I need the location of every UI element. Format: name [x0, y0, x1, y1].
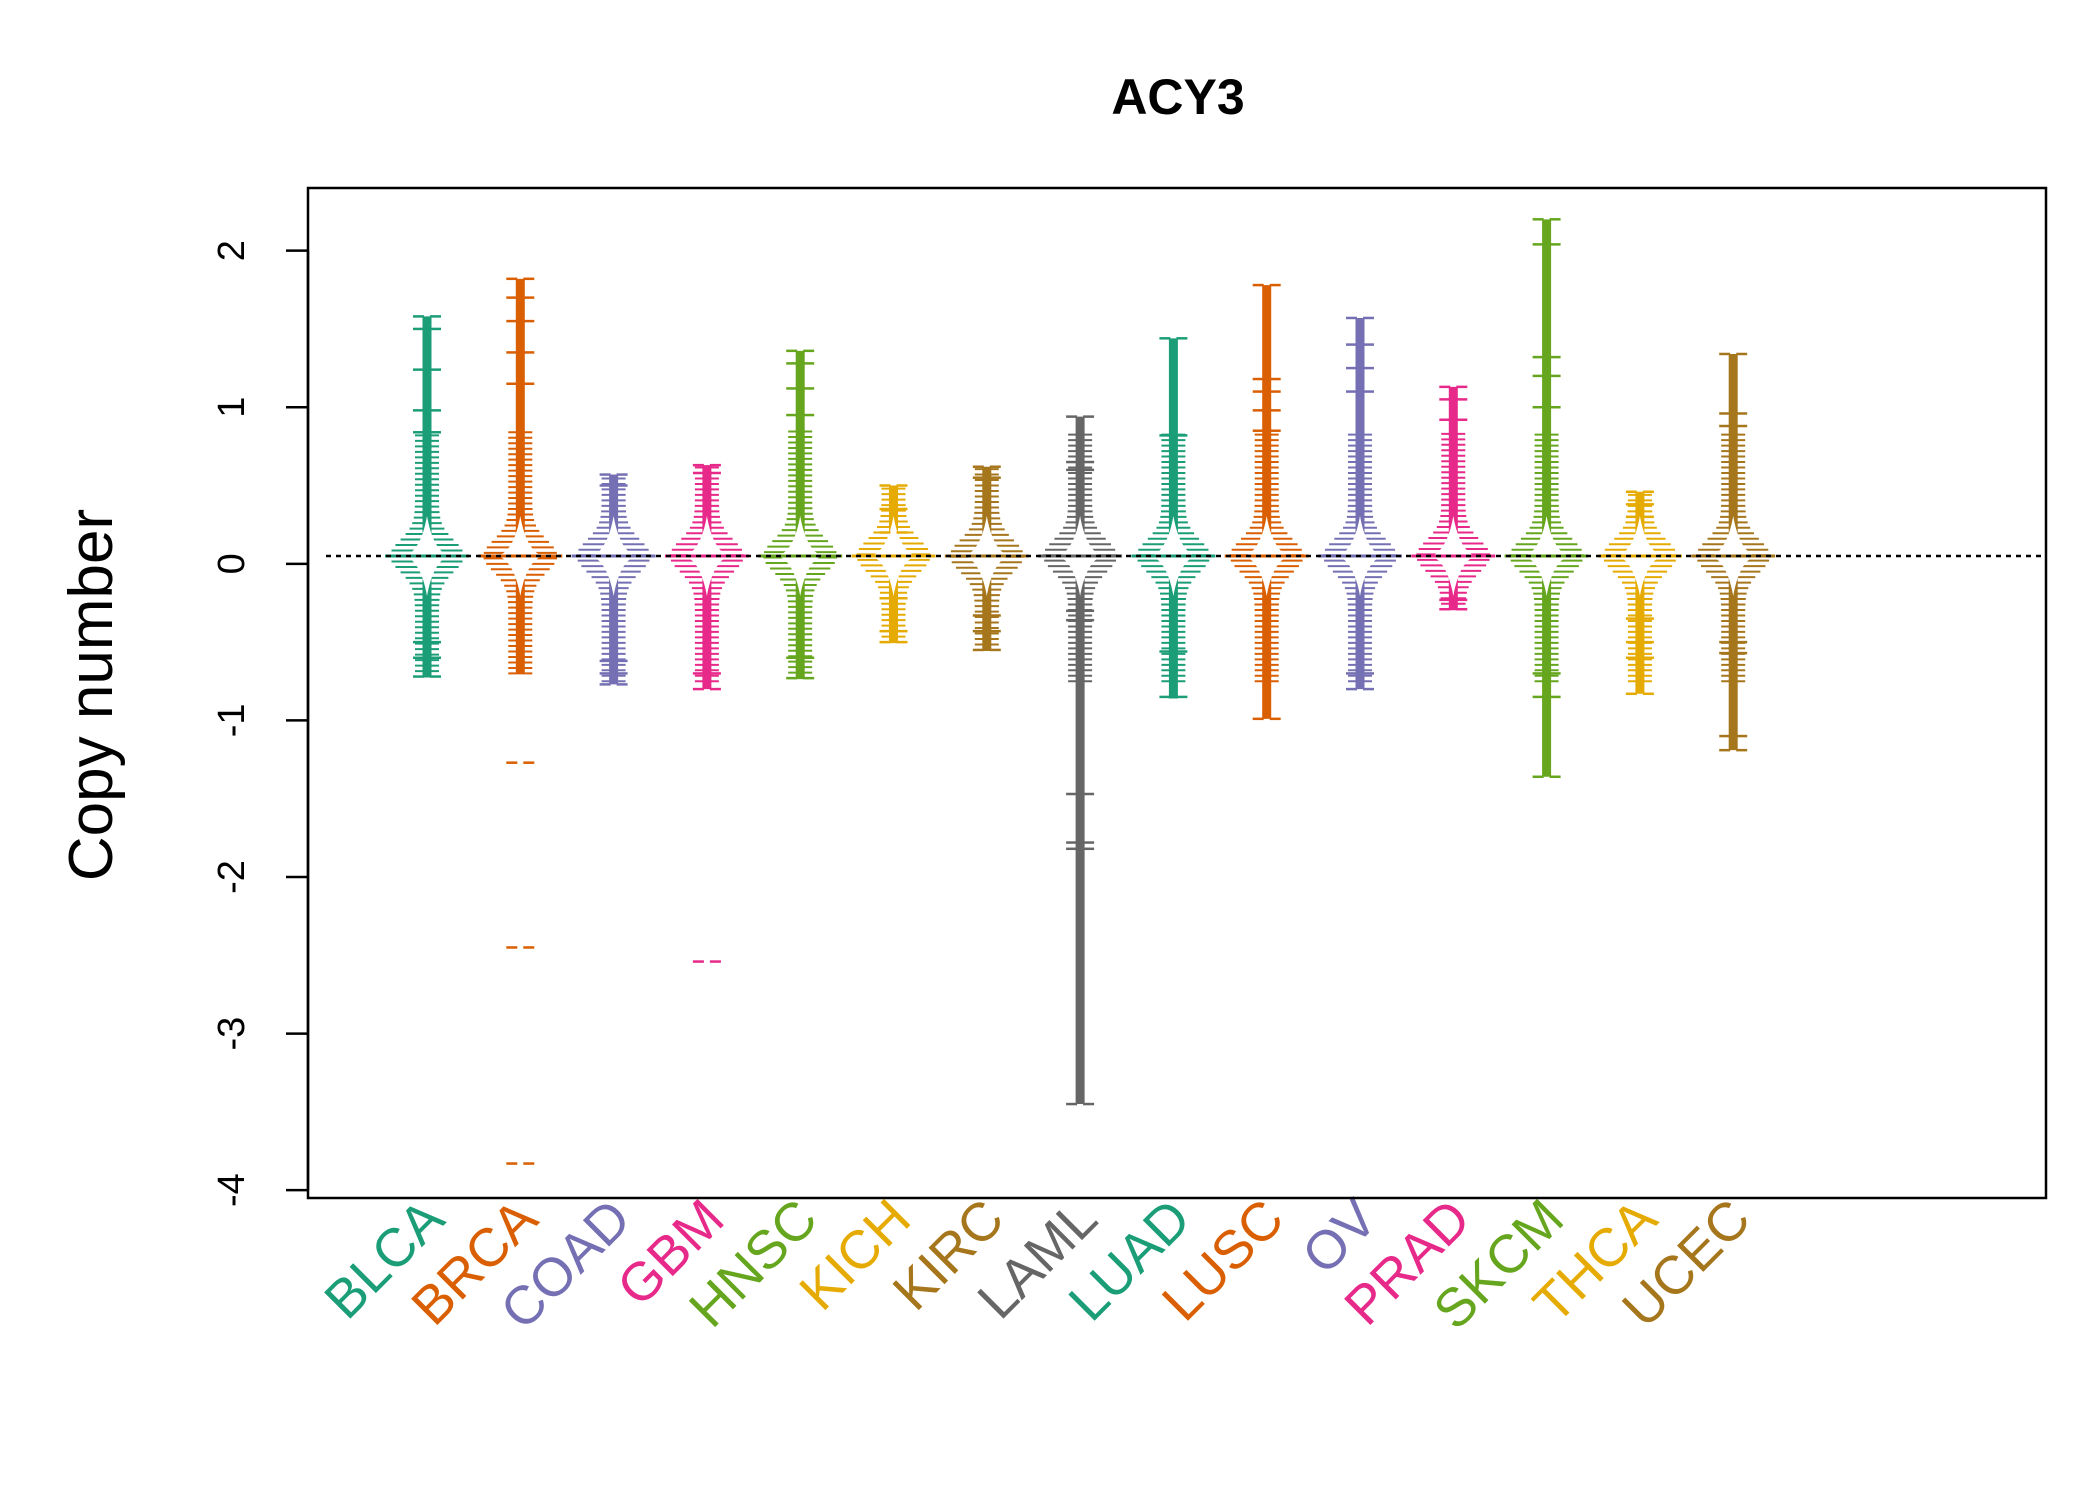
y-tick-label: -2 [211, 860, 253, 894]
beans-layer [385, 218, 1776, 1165]
bean-prad [1411, 385, 1496, 611]
bean-skcm [1504, 218, 1589, 779]
bean-thca [1597, 490, 1682, 696]
bean-coad [571, 473, 656, 686]
y-axis-label: Copy number [57, 509, 126, 881]
y-tick-label: 0 [211, 553, 253, 574]
y-tick-label: -1 [211, 704, 253, 738]
category-label-kich: KICH [788, 1188, 922, 1322]
y-axis: 2 1 0 -1 -2 -3 -4 [211, 240, 310, 1207]
bean-hnsc [758, 349, 843, 680]
y-tick-label: -3 [211, 1017, 253, 1051]
bean-blca [385, 315, 469, 678]
bean-luad [1131, 337, 1216, 699]
y-tick-label: 2 [211, 240, 253, 261]
chart-title: ACY3 [1111, 69, 1244, 125]
bean-gbm [664, 463, 749, 963]
bean-lusc [1224, 283, 1309, 721]
y-tick-label: -4 [211, 1173, 253, 1207]
bean-ucec [1691, 352, 1776, 752]
bean-brca [478, 277, 563, 1165]
x-axis-labels: BLCABRCACOADGBMHNSCKICHKIRCLAMLLUADLUSCO… [313, 1188, 1761, 1341]
bean-laml [1038, 415, 1123, 1106]
bean-kirc [944, 465, 1029, 652]
plot-frame [306, 186, 2048, 1200]
bean-kich [851, 484, 936, 644]
y-tick-label: 1 [211, 397, 253, 418]
bean-ov [1318, 316, 1402, 691]
